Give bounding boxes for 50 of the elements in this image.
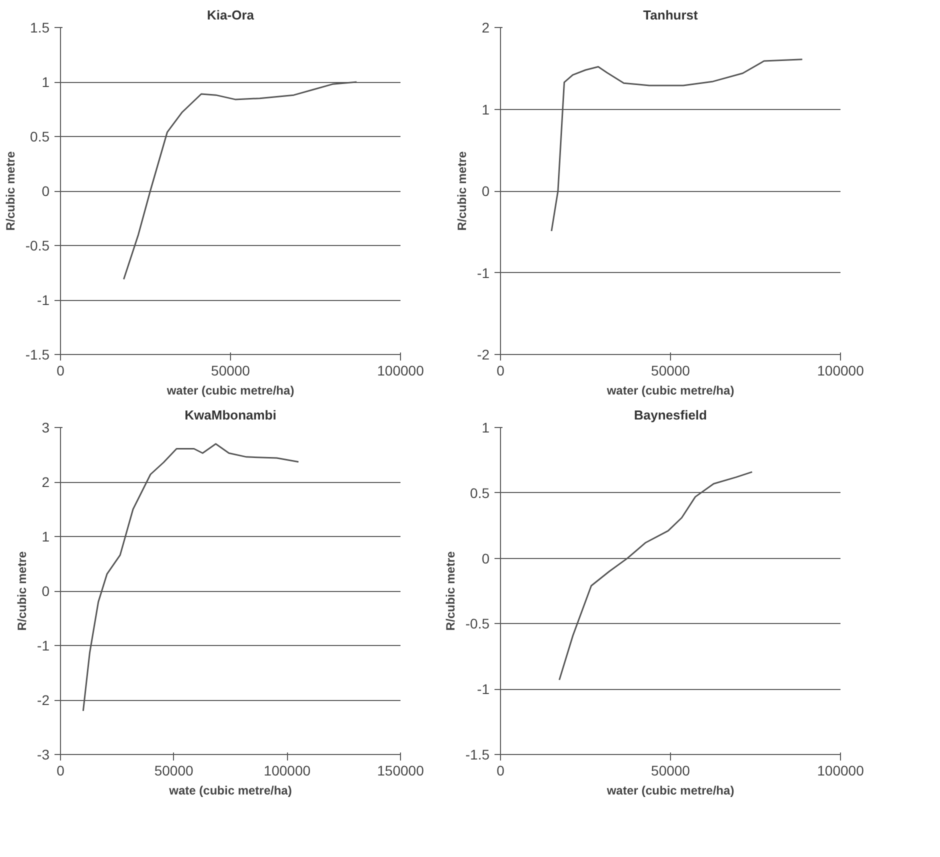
y-tick-label: 0 (42, 583, 50, 599)
y-tick-label: -0.5 (465, 616, 490, 632)
x-tick-label: 0 (496, 762, 505, 778)
chart-title: KwaMbonambi (184, 408, 276, 422)
y-axis-title: R/cubic metre (443, 550, 458, 631)
y-tick-label: 0 (482, 183, 490, 199)
x-tick-label: 100000 (264, 762, 311, 778)
y-tick-label: 0.5 (470, 484, 490, 501)
x-tick-label: 100000 (377, 362, 424, 378)
y-tick-label: -1.5 (25, 346, 50, 362)
x-axis-title: water (cubic metre/ha) (606, 384, 734, 398)
chart-title: Kia-Ora (207, 8, 255, 22)
x-tick-label: 50000 (154, 762, 194, 778)
y-axis-title: R/cubic metre (455, 150, 470, 231)
x-tick-label: 0 (56, 762, 65, 778)
x-tick-label: 100000 (817, 762, 864, 778)
chart-title: Tanhurst (643, 8, 698, 22)
x-tick-label: 50000 (651, 762, 690, 778)
y-tick-label: 0.5 (30, 128, 50, 144)
x-tick-label: 100000 (817, 362, 864, 378)
y-axis-title: R/cubic metre (15, 550, 30, 631)
y-axis-title: R/cubic metre (3, 150, 18, 231)
x-axis-title: water (cubic metre/ha) (606, 784, 734, 798)
y-tick-label: -1 (37, 638, 50, 654)
y-tick-label: -1.5 (465, 746, 490, 762)
y-tick-label: 1 (42, 74, 50, 90)
y-tick-label: -2 (37, 692, 50, 708)
y-tick-label: -1 (477, 264, 490, 281)
y-tick-label: 0 (482, 550, 490, 566)
y-tick-label: 1 (482, 101, 490, 118)
y-tick-label: 2 (482, 20, 490, 36)
y-tick-label: 1 (482, 420, 490, 436)
x-axis-title: water (cubic metre/ha) (166, 384, 294, 398)
x-tick-label: 0 (496, 362, 505, 378)
y-tick-label: 1.5 (30, 20, 50, 36)
y-tick-label: 3 (42, 420, 50, 436)
y-tick-label: -3 (37, 746, 50, 762)
y-tick-label: 0 (42, 183, 50, 199)
x-tick-label: 50000 (651, 362, 690, 378)
y-tick-label: -1 (37, 292, 50, 308)
x-tick-label: 0 (56, 362, 65, 378)
y-tick-label: -1 (477, 681, 490, 698)
x-tick-label: 150000 (377, 762, 424, 778)
y-tick-label: -0.5 (25, 238, 50, 254)
y-tick-label: -2 (477, 346, 490, 362)
x-axis-title: wate (cubic metre/ha) (168, 784, 292, 798)
x-tick-label: 50000 (211, 362, 250, 378)
y-tick-label: 2 (42, 474, 50, 490)
chart-title: Baynesfield (634, 408, 708, 422)
y-tick-label: 1 (42, 528, 50, 544)
